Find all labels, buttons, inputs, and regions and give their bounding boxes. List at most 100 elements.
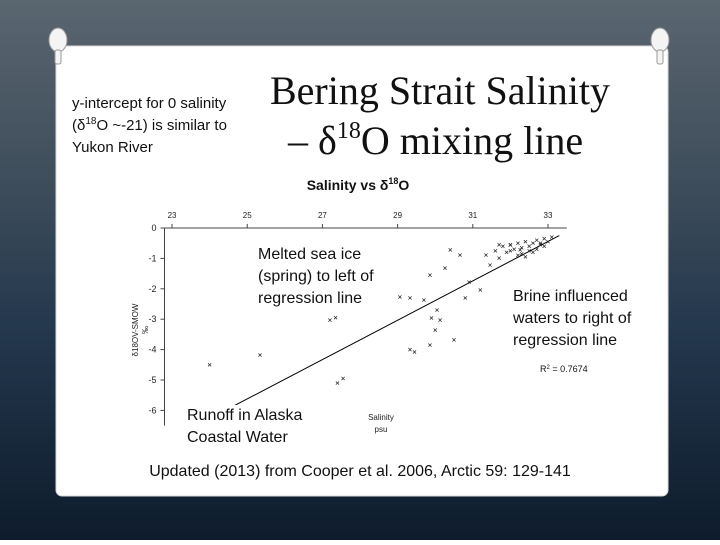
y-tick-label: -6 xyxy=(148,405,156,415)
point xyxy=(538,241,543,246)
y-tick-label: -4 xyxy=(148,345,156,355)
r-squared: R2 = 0.7674 xyxy=(540,364,588,374)
y-tick-label: -1 xyxy=(148,253,156,263)
point xyxy=(443,266,447,270)
note: Yukon River xyxy=(72,139,153,156)
point xyxy=(527,244,532,249)
y-axis-label: δ18OV-SMOW‰ xyxy=(131,303,150,356)
title-part: – δ xyxy=(287,118,337,163)
note-part: O ~-21) is similar to xyxy=(96,117,226,134)
point xyxy=(542,244,547,249)
point xyxy=(433,328,438,332)
y-tick-label: -5 xyxy=(148,375,156,385)
annotation: Runoff in Alaska xyxy=(187,407,302,424)
note-part: (δ xyxy=(72,117,85,134)
annotation: (spring) to left of xyxy=(258,268,374,285)
point xyxy=(534,247,539,252)
point xyxy=(258,353,262,357)
point xyxy=(504,250,509,255)
point xyxy=(335,381,340,385)
slide-title: Bering Strait Salinity xyxy=(270,68,610,113)
point xyxy=(519,251,524,256)
point xyxy=(501,244,505,249)
x-axis-label: psu xyxy=(375,425,388,434)
y-axis-label-line: δ18OV-SMOW xyxy=(131,303,140,356)
point xyxy=(408,296,412,300)
point xyxy=(523,239,528,244)
annotation: waters to right of xyxy=(512,310,632,327)
note-sup: 18 xyxy=(85,116,97,127)
chart-title-part: Salinity vs δ xyxy=(307,177,389,193)
point xyxy=(538,242,543,247)
point xyxy=(523,255,528,259)
point xyxy=(408,347,412,352)
annotation: Coastal Water xyxy=(187,429,288,446)
r2-part: = 0.7674 xyxy=(550,364,588,374)
x-tick-label: 33 xyxy=(544,211,553,220)
point xyxy=(516,241,520,246)
pin xyxy=(48,27,670,65)
y-axis-label-line: ‰ xyxy=(141,326,150,334)
point xyxy=(497,242,501,247)
point xyxy=(435,308,439,312)
point xyxy=(458,253,462,257)
point xyxy=(493,248,498,253)
annotation: Brine influenced xyxy=(513,288,628,305)
x-tick-label: 31 xyxy=(468,211,477,220)
point xyxy=(438,318,442,322)
chart-title: Salinity vs δ18O xyxy=(307,176,410,193)
point xyxy=(512,247,517,252)
point xyxy=(428,343,432,347)
point xyxy=(534,238,539,243)
point xyxy=(207,362,212,367)
point xyxy=(488,263,492,267)
annotation-bg xyxy=(256,288,365,308)
r2-part: R xyxy=(540,364,547,374)
y-tick-label: -3 xyxy=(148,314,156,324)
point xyxy=(412,350,417,354)
point xyxy=(422,298,426,302)
annotation: regression line xyxy=(258,290,362,307)
slide-title: – δ18O mixing line xyxy=(287,118,583,163)
point xyxy=(333,315,338,320)
y-tick-label: -2 xyxy=(148,284,156,294)
r2-sup: 2 xyxy=(547,365,551,371)
x-tick-label: 29 xyxy=(393,211,402,220)
point xyxy=(518,248,523,252)
point xyxy=(508,248,513,253)
point xyxy=(527,248,532,253)
point xyxy=(531,241,535,246)
trendline xyxy=(201,235,560,424)
y-tick-label: 0 xyxy=(151,223,156,233)
citation: Updated (2013) from Cooper et al. 2006, … xyxy=(149,463,571,480)
point xyxy=(516,253,520,258)
point xyxy=(519,245,524,250)
annotation-bg xyxy=(185,427,290,447)
point xyxy=(497,256,501,260)
point xyxy=(398,295,402,299)
title-part: O mixing line xyxy=(361,118,583,163)
point xyxy=(341,376,345,381)
point xyxy=(467,280,471,284)
point xyxy=(542,236,547,241)
x-tick-label: 27 xyxy=(318,211,327,220)
x-tick-label: 25 xyxy=(243,211,252,220)
chart-title-part: O xyxy=(398,177,409,193)
point xyxy=(463,296,468,300)
chart-title-sup: 18 xyxy=(388,176,398,186)
annotation-bg xyxy=(185,405,305,425)
point xyxy=(531,250,535,255)
annotation-bg xyxy=(511,330,620,350)
note: (δ18O ~-21) is similar to xyxy=(72,116,227,134)
annotation-bg xyxy=(511,308,634,328)
point xyxy=(484,253,488,257)
point xyxy=(452,338,456,342)
point xyxy=(508,242,513,247)
point xyxy=(478,288,483,292)
point xyxy=(328,318,332,322)
note: y-intercept for 0 salinity xyxy=(72,95,227,112)
annotation: regression line xyxy=(513,332,617,349)
annotation-bg xyxy=(256,266,376,286)
annotation-bg xyxy=(511,286,630,306)
